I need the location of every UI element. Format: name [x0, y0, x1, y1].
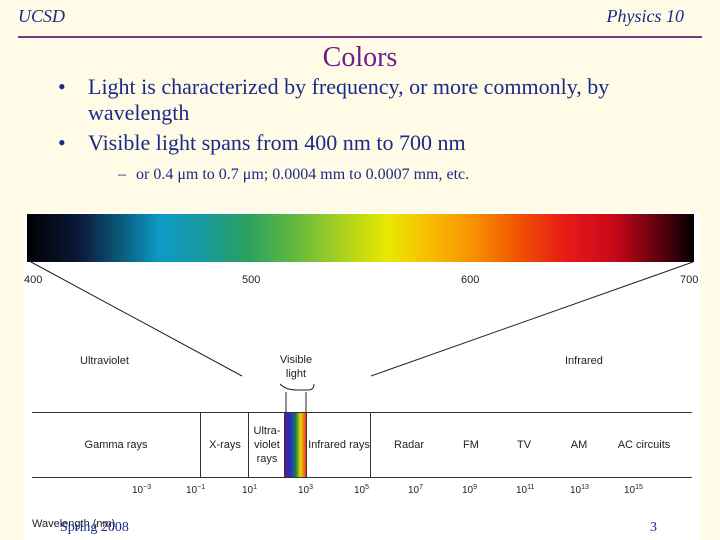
visible-light-label: Visible light	[279, 354, 313, 380]
visible-light-brace	[279, 383, 315, 391]
slide-title: Colors	[322, 42, 398, 73]
footer-date: Spring 2008	[60, 520, 129, 535]
exponent-label: 1011	[516, 484, 535, 496]
band-x-rays: X-rays	[200, 413, 249, 477]
bullet-list: • Light is characterized by frequency, or…	[58, 74, 678, 160]
exponent-label: 101	[242, 484, 258, 496]
header-right: Physics 10	[606, 6, 684, 26]
band-radar: Radar	[370, 413, 447, 477]
band-tv: TV	[516, 439, 532, 451]
zoom-lines	[30, 261, 694, 412]
bullet-text: Visible light spans from 400 nm to 700 n…	[88, 130, 466, 155]
sub-bullet-text: or 0.4 μm to 0.7 μm; 0.0004 mm to 0.0007…	[136, 166, 470, 183]
sub-bullet: – or 0.4 μm to 0.7 μm; 0.0004 mm to 0.000…	[118, 166, 469, 184]
tick-label-400: 400	[24, 274, 43, 286]
infrared-label: Infrared	[565, 355, 603, 367]
band-visible-colors	[284, 413, 307, 477]
page-number: 3	[650, 520, 657, 535]
band-am: AM	[570, 439, 588, 451]
tick-label-600: 600	[461, 274, 480, 286]
exponent-label: 103	[298, 484, 314, 496]
exponent-label: 107	[408, 484, 424, 496]
ultraviolet-label: Ultraviolet	[80, 355, 129, 367]
em-spectrum-band: Gamma rays X-rays Ultra-violet rays Infr…	[32, 412, 692, 478]
axis-label: Wavelength (nm)	[32, 518, 116, 530]
spectrum-diagram: 400 500 600 700 Ultraviolet Visible ligh…	[24, 212, 700, 540]
exponent-label: 109	[462, 484, 478, 496]
header-rule	[18, 36, 702, 38]
band-ac-circuits: AC circuits	[617, 439, 671, 451]
tick-label-500: 500	[242, 274, 261, 286]
bullet-item: • Visible light spans from 400 nm to 700 …	[58, 130, 678, 156]
header-left: UCSD	[18, 6, 66, 26]
dash-icon: –	[118, 166, 126, 183]
bullet-dot-icon: •	[58, 130, 66, 155]
bullet-dot-icon: •	[58, 74, 66, 99]
exponent-label: 10−3	[132, 484, 152, 496]
visible-spectrum-bar	[27, 214, 694, 262]
exponent-label: 1015	[624, 484, 643, 496]
bullet-item: • Light is characterized by frequency, or…	[58, 74, 678, 126]
band-ultraviolet-rays: Ultra-violet rays	[248, 413, 285, 477]
bullet-text: Light is characterized by frequency, or …	[88, 74, 610, 125]
band-fm: FM	[463, 439, 479, 451]
exponent-label: 105	[354, 484, 370, 496]
exponent-label: 1013	[570, 484, 589, 496]
exponent-label: 10−1	[186, 484, 206, 496]
band-infrared-rays: Infrared rays	[306, 413, 371, 477]
tick-label-700: 700	[680, 274, 699, 286]
band-gamma-rays: Gamma rays	[84, 439, 148, 451]
